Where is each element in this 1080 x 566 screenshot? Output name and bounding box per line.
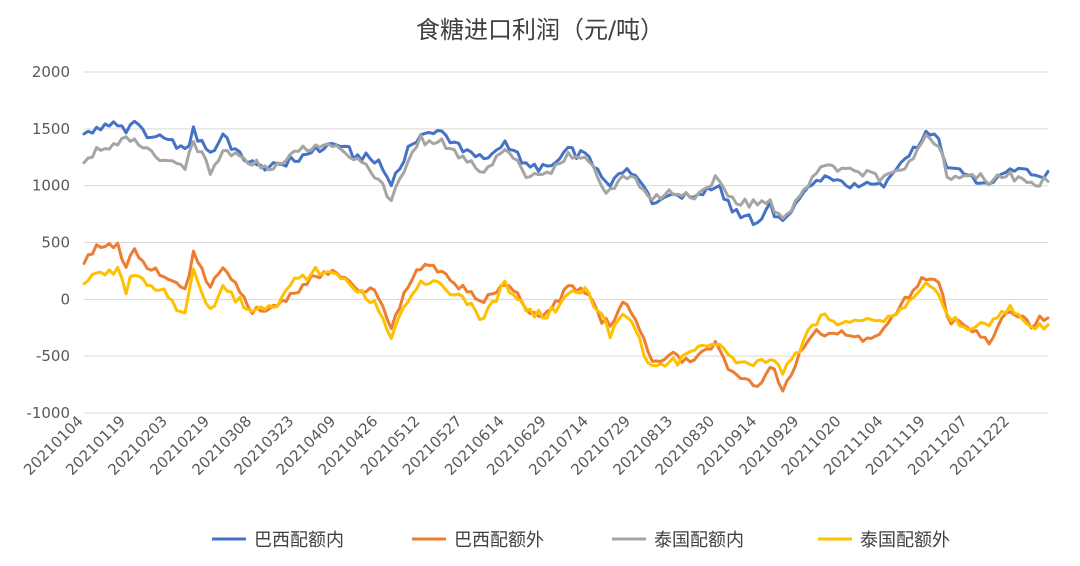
y-tick-label: -500 xyxy=(36,347,70,365)
series-line-2 xyxy=(82,133,1050,220)
gridlines xyxy=(84,71,1048,414)
y-tick-label: -1000 xyxy=(26,404,70,422)
legend-label-1: 巴西配额外 xyxy=(454,530,544,551)
y-tick-label: 1000 xyxy=(32,177,70,195)
legend: 巴西配额内 巴西配额外 泰国配额内 泰国配额外 xyxy=(212,530,950,551)
y-tick-label: 1500 xyxy=(32,120,70,138)
legend-label-2: 泰国配额内 xyxy=(654,530,744,551)
y-tick-label: 500 xyxy=(41,234,70,252)
series-lines xyxy=(82,119,1050,393)
series-line-0 xyxy=(82,119,1050,226)
y-axis-ticks: -1000 -500 0 500 1000 1500 2000 xyxy=(26,63,70,422)
y-tick-label: 2000 xyxy=(32,63,70,81)
chart-title: 食糖进口利润（元/吨） xyxy=(416,16,664,44)
legend-label-3: 泰国配额外 xyxy=(860,530,950,551)
series-line-3 xyxy=(82,265,1050,376)
legend-label-0: 巴西配额内 xyxy=(254,530,344,551)
series-line-1 xyxy=(82,241,1050,393)
x-axis-ticks: 2021010420210119202102032021021920210308… xyxy=(20,412,1013,479)
y-tick-label: 0 xyxy=(60,290,70,308)
